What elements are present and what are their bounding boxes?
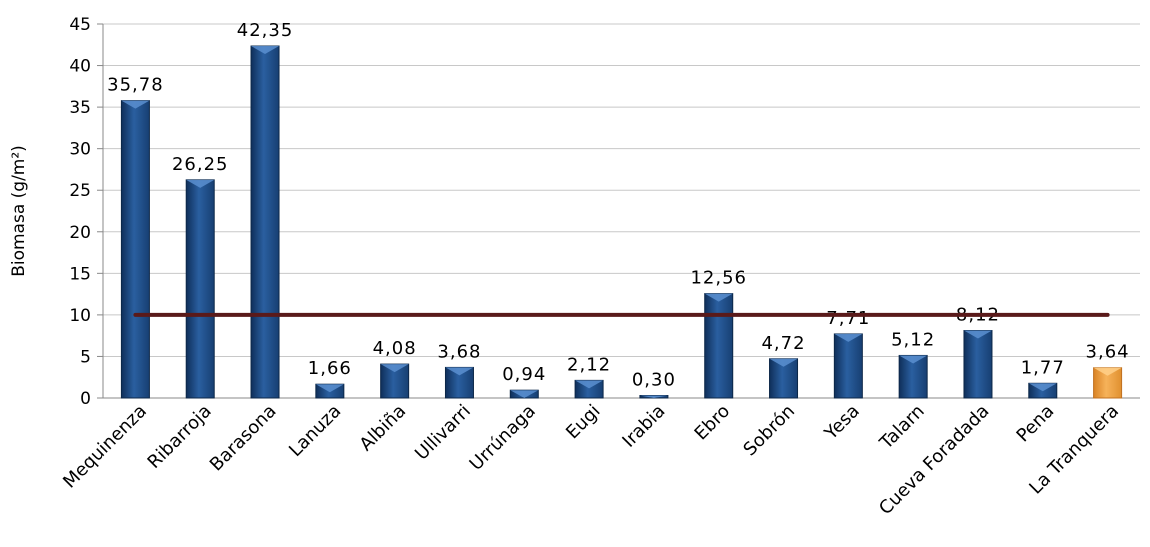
bars <box>120 45 1123 399</box>
data-label: 3,64 <box>1086 342 1130 363</box>
y-tick-label: 5 <box>80 347 91 367</box>
data-label: 7,71 <box>826 308 870 329</box>
category-label: Mequinenza <box>59 401 151 493</box>
data-label: 0,94 <box>502 364 546 385</box>
category-label: Pena <box>1013 401 1059 447</box>
y-tick-label: 40 <box>69 57 91 77</box>
bar-cap <box>834 333 863 342</box>
category-label: Lanuza <box>285 401 345 461</box>
bar <box>250 45 280 399</box>
category-label: Talarn <box>875 401 928 454</box>
data-label: 4,08 <box>373 338 417 359</box>
bar-cap <box>963 330 992 339</box>
data-label: 5,12 <box>891 329 935 350</box>
data-labels: 35,78 26,25 42,35 1,66 4,08 3,68 0,94 2,12 0,30 1… <box>107 20 1130 391</box>
data-label: 1,66 <box>308 358 352 379</box>
bar <box>120 100 150 399</box>
bar <box>185 179 215 399</box>
bar-cap <box>445 367 474 376</box>
category-label: Albiña <box>356 401 411 456</box>
bar-cap <box>510 390 539 398</box>
category-label: Barasona <box>206 401 281 476</box>
y-tick-label: 25 <box>69 181 91 201</box>
category-label: Cueva Foradada <box>875 401 993 519</box>
y-axis-title: Biomasa (g/m²) <box>9 145 29 277</box>
category-label: Yesa <box>820 401 864 445</box>
y-tick-label: 20 <box>69 223 91 243</box>
category-label: Eugi <box>562 401 605 444</box>
bar-cap <box>639 395 668 398</box>
bar-cap <box>380 364 409 373</box>
data-label: 1,77 <box>1021 357 1065 378</box>
data-label: 26,25 <box>172 154 229 175</box>
bar-cap <box>575 380 604 389</box>
bar-cap <box>1028 383 1057 392</box>
bar-cap <box>121 100 150 109</box>
bar-cap <box>315 384 344 393</box>
data-label: 42,35 <box>237 20 294 41</box>
category-label: Sobrón <box>739 401 799 461</box>
bar <box>704 293 734 399</box>
y-tick-label: 0 <box>80 389 91 409</box>
y-axis: 0 5 10 15 20 25 30 35 40 45 <box>69 15 1140 409</box>
data-label: 3,68 <box>437 341 481 362</box>
data-label: 2,12 <box>567 354 611 375</box>
category-label: Ribarroja <box>144 401 216 473</box>
y-tick-label: 45 <box>69 15 91 35</box>
bar-cap <box>1093 367 1122 376</box>
bar-cap <box>899 355 928 364</box>
data-label: 12,56 <box>690 268 747 289</box>
bar <box>963 330 993 399</box>
category-label: Urrúnaga <box>466 401 540 475</box>
bar <box>833 333 863 399</box>
bar-cap <box>186 179 215 188</box>
y-tick-label: 15 <box>69 264 91 284</box>
y-tick-label: 30 <box>69 140 91 160</box>
category-label: Ebro <box>691 401 735 445</box>
data-label: 0,30 <box>632 370 676 391</box>
category-label: Ullivarri <box>411 401 475 465</box>
y-tick-label: 35 <box>69 98 91 118</box>
y-tick-label: 10 <box>69 306 91 326</box>
data-label: 4,72 <box>761 333 805 354</box>
category-label: Irabia <box>618 401 669 452</box>
bar-cap <box>704 293 733 302</box>
bar-cap <box>769 358 798 367</box>
bar-cap <box>251 46 280 55</box>
data-label: 35,78 <box>107 75 164 96</box>
